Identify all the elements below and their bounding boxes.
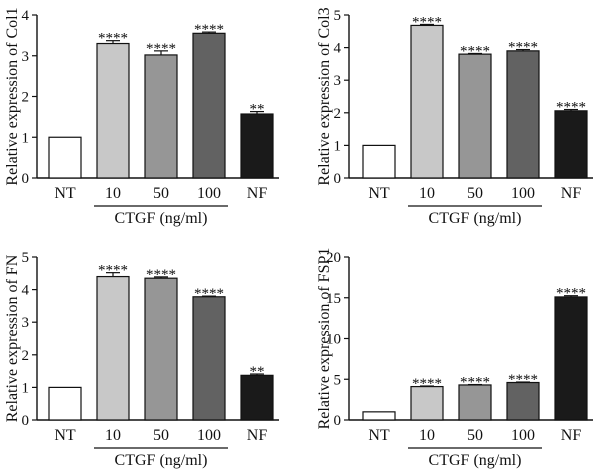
x-tick-label: 10 xyxy=(105,427,121,444)
x-tick-label: NF xyxy=(247,185,268,202)
x-tick-label: NT xyxy=(368,185,390,202)
significance-label: **** xyxy=(194,286,224,302)
bar-50 xyxy=(458,53,492,179)
x-tick-label: NT xyxy=(368,427,390,444)
x-tick-label: NT xyxy=(54,427,76,444)
bar-100 xyxy=(192,32,226,179)
y-axis-title: Relative expression of Col1 xyxy=(4,7,21,185)
y-tick-label: 10 xyxy=(326,332,341,348)
bar-50 xyxy=(144,277,178,421)
bar-NF xyxy=(554,110,588,179)
bar-10 xyxy=(410,24,444,179)
y-tick-label: 15 xyxy=(326,291,341,307)
y-tick-label: 3 xyxy=(22,315,30,331)
bar-100 xyxy=(192,296,226,421)
y-tick-label: 2 xyxy=(22,348,30,364)
x-tick-label: 100 xyxy=(197,185,221,202)
y-tick-label: 1 xyxy=(22,130,30,146)
significance-label: **** xyxy=(460,375,490,391)
significance-label: **** xyxy=(508,372,538,388)
significance-label: **** xyxy=(460,43,490,59)
y-axis-title: Relative expression of Col3 xyxy=(316,7,333,185)
bar-NT xyxy=(48,386,82,421)
bar-NT xyxy=(48,136,82,179)
significance-label: **** xyxy=(194,22,224,38)
bar-100 xyxy=(506,50,540,179)
x-tick-label: 100 xyxy=(197,427,221,444)
y-tick-label: 20 xyxy=(326,250,341,266)
bar-NT xyxy=(362,411,396,421)
y-axis-title: Relative expression of FN xyxy=(4,254,21,422)
y-tick-label: 0 xyxy=(22,413,30,429)
significance-label: **** xyxy=(412,14,442,30)
x-tick-label: 10 xyxy=(419,427,435,444)
x-tick-label: 10 xyxy=(419,185,435,202)
bar-NF xyxy=(240,113,274,179)
y-tick-label: 5 xyxy=(22,250,30,266)
y-tick-label: 4 xyxy=(22,283,30,299)
x-tick-label: 10 xyxy=(105,185,121,202)
y-tick-label: 4 xyxy=(22,8,30,24)
x-tick-label: 100 xyxy=(511,185,535,202)
x-tick-label: NF xyxy=(247,427,268,444)
y-tick-label: 1 xyxy=(22,380,30,396)
bar-NF xyxy=(554,296,588,421)
bar-50 xyxy=(458,384,492,421)
y-tick-label: 0 xyxy=(334,413,342,429)
group-label: CTGF (ng/ml) xyxy=(115,210,208,227)
x-tick-label: NF xyxy=(561,185,582,202)
x-tick-label: 50 xyxy=(153,427,169,444)
significance-label: **** xyxy=(146,267,176,283)
bar-NF xyxy=(240,374,274,421)
bar-10 xyxy=(410,385,444,421)
y-tick-label: 3 xyxy=(22,49,30,65)
x-tick-label: 50 xyxy=(153,185,169,202)
y-tick-label: 4 xyxy=(334,41,342,57)
bar-50 xyxy=(144,54,178,179)
y-tick-label: 5 xyxy=(334,372,342,388)
significance-label: **** xyxy=(146,41,176,57)
bar-NT xyxy=(362,144,396,179)
group-label: CTGF (ng/ml) xyxy=(429,452,522,469)
y-axis-title: Relative expression of FSP1 xyxy=(316,248,333,430)
significance-label: **** xyxy=(556,100,586,116)
y-tick-label: 0 xyxy=(22,171,30,187)
group-label: CTGF (ng/ml) xyxy=(115,452,208,469)
significance-label: **** xyxy=(508,40,538,56)
significance-label: **** xyxy=(556,286,586,302)
y-tick-label: 3 xyxy=(334,73,342,89)
significance-label: ** xyxy=(250,364,265,380)
x-tick-label: 50 xyxy=(467,185,483,202)
y-tick-label: 0 xyxy=(334,171,342,187)
y-tick-label: 2 xyxy=(22,90,30,106)
y-tick-label: 2 xyxy=(334,106,342,122)
y-tick-label: 1 xyxy=(334,138,342,154)
x-tick-label: NT xyxy=(54,185,76,202)
significance-label: **** xyxy=(412,376,442,392)
significance-label: ** xyxy=(250,102,265,118)
significance-label: **** xyxy=(98,31,128,47)
group-label: CTGF (ng/ml) xyxy=(429,210,522,227)
x-tick-label: NF xyxy=(561,427,582,444)
bar-10 xyxy=(96,275,130,421)
bar-100 xyxy=(506,381,540,421)
y-tick-label: 5 xyxy=(334,8,342,24)
bar-10 xyxy=(96,42,130,179)
significance-label: **** xyxy=(98,263,128,279)
x-tick-label: 100 xyxy=(511,427,535,444)
x-tick-label: 50 xyxy=(467,427,483,444)
